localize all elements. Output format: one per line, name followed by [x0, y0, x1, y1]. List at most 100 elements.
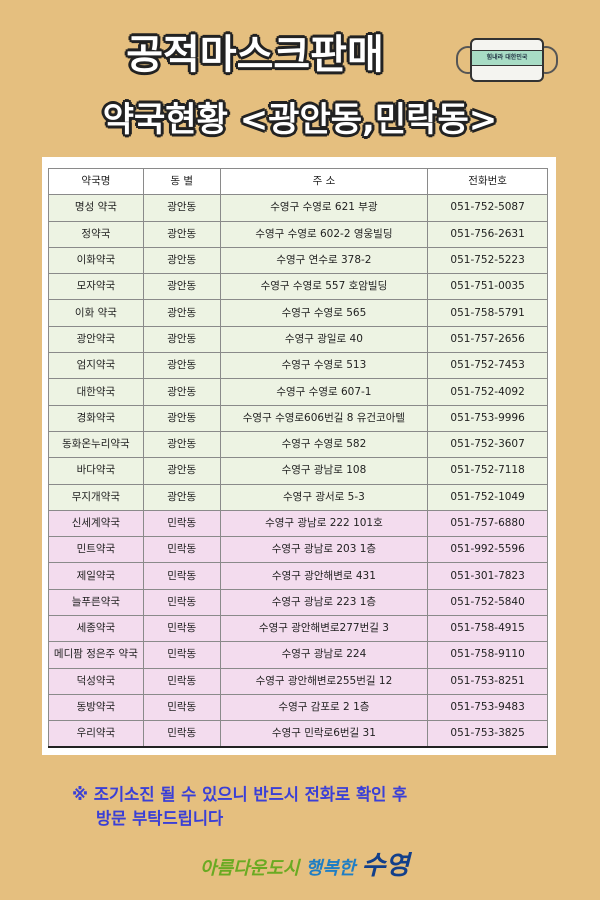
- dong: 광안동: [142, 430, 221, 459]
- pharmacy-name: 동화온누리약국: [48, 430, 144, 459]
- address: 수영구 수영로 582: [219, 430, 429, 459]
- address: 수영구 광일로 40: [219, 325, 429, 354]
- notice: ※ 조기소진 될 수 있으니 반드시 전화로 확인 후 방문 부탁드립니다: [72, 783, 542, 831]
- table-row: 우리약국 민락동 수영구 민락로6번길 31 051-753-3825: [48, 720, 548, 748]
- dong: 민락동: [142, 693, 221, 722]
- dong: 광안동: [142, 246, 221, 275]
- address: 수영구 수영로606번길 8 유건코아텔: [219, 404, 429, 432]
- phone: 051-758-4915: [427, 615, 548, 643]
- table-row: 덕성약국 민락동 수영구 광안해변로255번길 12 051-753-8251: [48, 667, 548, 695]
- table-row: 늘푸른약국 민락동 수영구 광남로 223 1층 051-752-5840: [48, 588, 548, 617]
- dong: 광안동: [142, 273, 221, 301]
- table-row: 동방약국 민락동 수영구 감포로 2 1층 051-753-9483: [48, 693, 548, 722]
- page-title: 공적마스크판매: [126, 32, 384, 78]
- table-row: 제일약국 민락동 수영구 광안해변로 431 051-301-7823: [48, 562, 548, 590]
- table-row: 정약국 광안동 수영구 수영로 602-2 영웅빌딩 051-756-2631: [48, 220, 548, 248]
- address: 수영구 광남로 203 1층: [219, 536, 429, 564]
- phone: 051-301-7823: [427, 562, 548, 590]
- pharmacy-name: 이화 약국: [48, 299, 144, 327]
- pharmacy-name: 모자약국: [48, 273, 144, 301]
- address: 수영구 광안해변로255번길 12: [219, 667, 429, 695]
- phone: 051-757-6880: [427, 509, 548, 538]
- address: 수영구 연수로 378-2: [219, 246, 429, 275]
- address: 수영구 수영로 565: [219, 299, 429, 327]
- table-row: 엄지약국 광안동 수영구 수영로 513 051-752-7453: [48, 352, 548, 380]
- phone: 051-752-5840: [427, 588, 548, 617]
- header-phone: 전화번호: [427, 167, 548, 196]
- phone: 051-752-7118: [427, 457, 548, 485]
- dong: 광안동: [142, 352, 221, 380]
- table-row: 바다약국 광안동 수영구 광남로 108 051-752-7118: [48, 457, 548, 485]
- dong: 광안동: [142, 194, 221, 222]
- pharmacy-name: 경화약국: [48, 404, 144, 432]
- logo-part-2: 행복한: [305, 858, 356, 879]
- address: 수영구 감포로 2 1층: [219, 693, 429, 722]
- table-row: 신세계약국 민락동 수영구 광남로 222 101호 051-757-6880: [48, 509, 548, 538]
- dong: 민락동: [142, 641, 221, 669]
- phone: 051-758-9110: [427, 641, 548, 669]
- page-subtitle: 약국현황 <광안동,민락동>: [102, 100, 498, 140]
- header-dong: 동 별: [142, 167, 221, 196]
- logo-part-1: 아름다운도시: [200, 858, 300, 879]
- dong: 광안동: [142, 457, 221, 485]
- dong: 민락동: [142, 536, 221, 564]
- phone: 051-753-8251: [427, 667, 548, 695]
- address: 수영구 광남로 108: [219, 457, 429, 485]
- phone: 051-753-9996: [427, 404, 548, 432]
- table-row: 무지개약국 광안동 수영구 광서로 5-3 051-752-1049: [48, 483, 548, 511]
- pharmacy-table: 약국명 동 별 주 소 전화번호 명성 약국 광안동 수영구 수영로 621 부광 0…: [48, 167, 548, 749]
- phone: 051-756-2631: [427, 220, 548, 248]
- dong: 민락동: [142, 667, 221, 695]
- pharmacy-name: 바다약국: [48, 457, 144, 485]
- phone: 051-758-5791: [427, 299, 548, 327]
- table-header-row: 약국명 동 별 주 소 전화번호: [48, 167, 548, 196]
- table-row: 민트약국 민락동 수영구 광남로 203 1층 051-992-5596: [48, 536, 548, 564]
- address: 수영구 수영로 607-1: [219, 378, 429, 406]
- dong: 광안동: [142, 404, 221, 432]
- address: 수영구 수영로 621 부광: [219, 194, 429, 222]
- dong: 민락동: [142, 562, 221, 590]
- address: 수영구 수영로 602-2 영웅빌딩: [219, 220, 429, 248]
- address: 수영구 광남로 224: [219, 641, 429, 669]
- table-row: 경화약국 광안동 수영구 수영로606번길 8 유건코아텔 051-753-9996: [48, 404, 548, 432]
- table-row: 모자약국 광안동 수영구 수영로 557 호암빌딩 051-751-0035: [48, 273, 548, 301]
- mask-text: 힘내라 대한민국: [472, 50, 542, 66]
- address: 수영구 광남로 223 1층: [219, 588, 429, 617]
- pharmacy-name: 메디팜 정은주 약국: [48, 641, 144, 669]
- address: 수영구 광서로 5-3: [219, 483, 429, 511]
- suyeong-logo: 아름다운도시 행복한 수영: [200, 845, 409, 882]
- phone: 051-757-2656: [427, 325, 548, 354]
- address: 수영구 광안해변로 431: [219, 562, 429, 590]
- address: 수영구 수영로 513: [219, 352, 429, 380]
- pharmacy-name: 이화약국: [48, 246, 144, 275]
- dong: 광안동: [142, 483, 221, 511]
- phone: 051-992-5596: [427, 536, 548, 564]
- table-row: 세종약국 민락동 수영구 광안해변로277번길 3 051-758-4915: [48, 615, 548, 643]
- pharmacy-table-panel: 약국명 동 별 주 소 전화번호 명성 약국 광안동 수영구 수영로 621 부광 0…: [42, 157, 556, 755]
- table-row: 광안약국 광안동 수영구 광일로 40 051-757-2656: [48, 325, 548, 354]
- address: 수영구 광남로 222 101호: [219, 509, 429, 538]
- table-row: 동화온누리약국 광안동 수영구 수영로 582 051-752-3607: [48, 430, 548, 459]
- dong: 광안동: [142, 220, 221, 248]
- dong: 민락동: [142, 588, 221, 617]
- logo-part-3: 수영: [361, 851, 410, 881]
- phone: 051-752-5223: [427, 246, 548, 275]
- pharmacy-name: 무지개약국: [48, 483, 144, 511]
- address: 수영구 광안해변로277번길 3: [219, 615, 429, 643]
- pharmacy-name: 명성 약국: [48, 194, 144, 222]
- pharmacy-name: 민트약국: [48, 536, 144, 564]
- dong: 민락동: [142, 615, 221, 643]
- table-row: 이화약국 광안동 수영구 연수로 378-2 051-752-5223: [48, 246, 548, 275]
- dong: 광안동: [142, 299, 221, 327]
- pharmacy-name: 신세계약국: [48, 509, 144, 538]
- address: 수영구 수영로 557 호암빌딩: [219, 273, 429, 301]
- pharmacy-name: 늘푸른약국: [48, 588, 144, 617]
- pharmacy-name: 덕성약국: [48, 667, 144, 695]
- address: 수영구 민락로6번길 31: [219, 720, 429, 748]
- header-address: 주 소: [219, 167, 429, 196]
- table-row: 이화 약국 광안동 수영구 수영로 565 051-758-5791: [48, 299, 548, 327]
- phone: 051-752-5087: [427, 194, 548, 222]
- mask-icon: 힘내라 대한민국: [452, 38, 562, 82]
- pharmacy-name: 제일약국: [48, 562, 144, 590]
- dong: 광안동: [142, 378, 221, 406]
